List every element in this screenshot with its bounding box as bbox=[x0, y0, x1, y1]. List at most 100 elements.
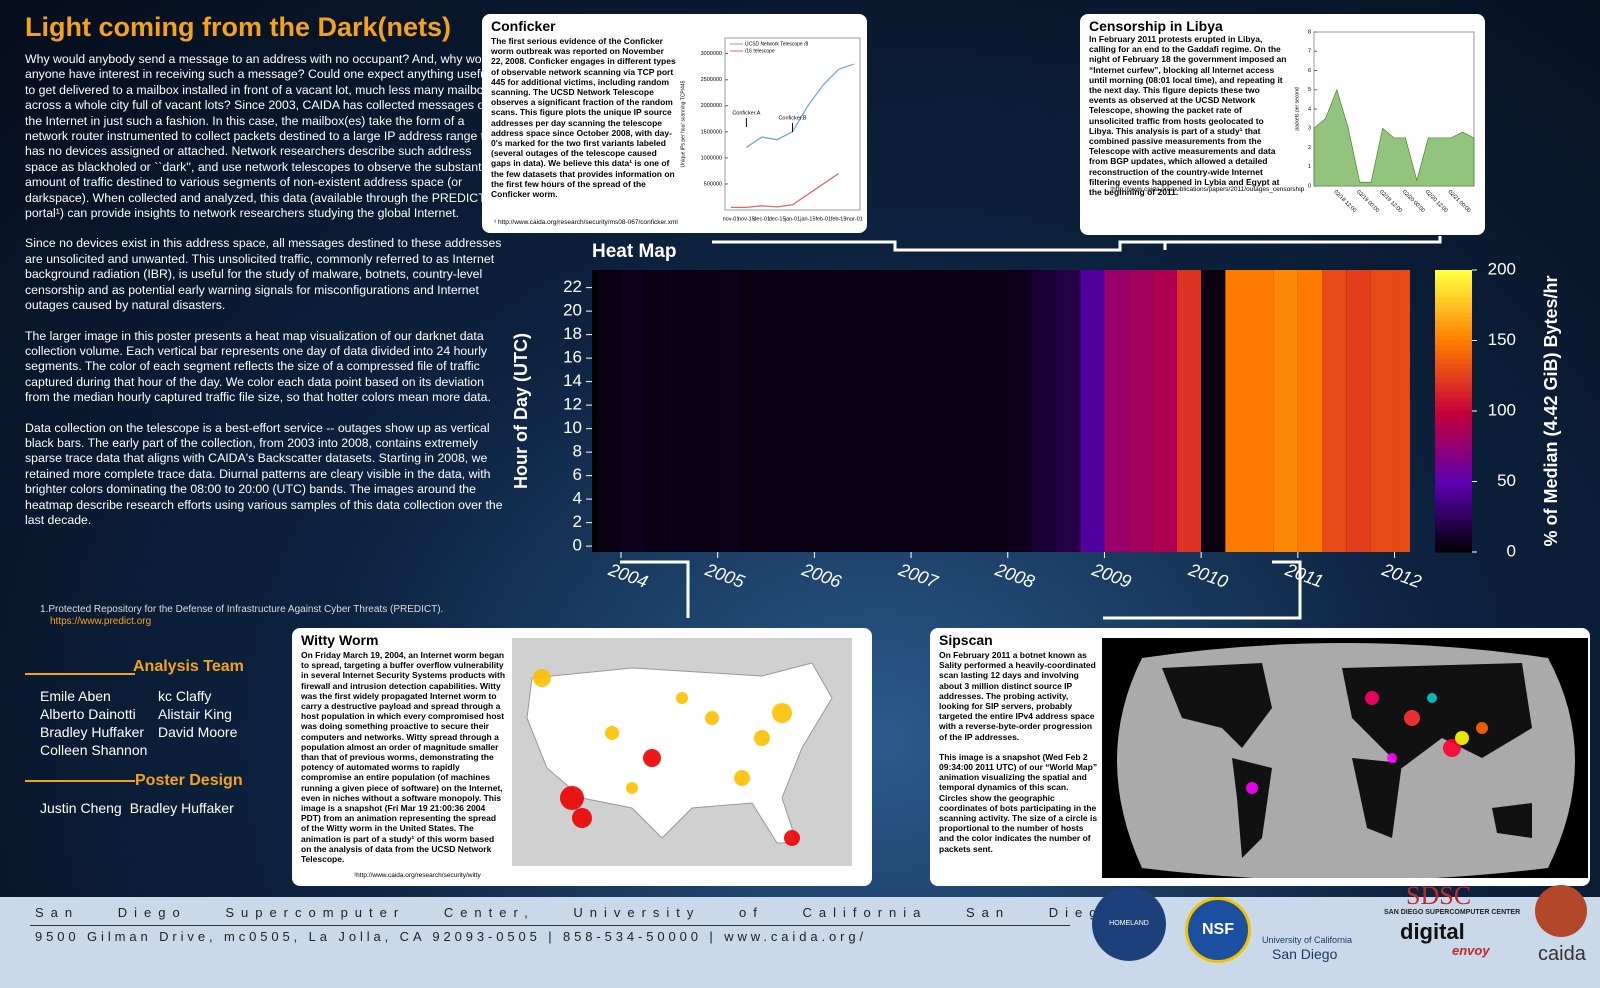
y-tick-label: 0 bbox=[1308, 183, 1311, 189]
x-tick-label: 02/19 12:00 bbox=[1378, 189, 1403, 214]
heat-column bbox=[669, 270, 694, 552]
intro-text: Why would anybody send a message to an a… bbox=[25, 52, 503, 543]
colorbar-swatch bbox=[1435, 547, 1472, 553]
panel-title: Witty Worm bbox=[301, 632, 379, 648]
conficker-chart: Unique IPs per hour scanning TCP/445 5000… bbox=[680, 37, 863, 222]
heat-column bbox=[1031, 270, 1057, 552]
y-tick-label: 2000000 bbox=[701, 103, 722, 109]
x-tick-label: feb-01 bbox=[815, 216, 831, 222]
panel-text: On February 2011 a botnet known as Salit… bbox=[939, 650, 1099, 864]
y-axis-label: Hour of Day (UTC) bbox=[511, 333, 531, 489]
y-tick-label: 2500000 bbox=[701, 77, 722, 83]
colorbar-swatch bbox=[1435, 533, 1472, 539]
x-tick-label: nov-01 bbox=[723, 216, 740, 222]
colorbar-swatch bbox=[1435, 462, 1472, 468]
paragraph: This image is a snapshot (Wed Feb 2 09:3… bbox=[939, 751, 1098, 854]
x-tick-label: 2012 bbox=[1379, 559, 1424, 592]
x-tick-label: 02/18 12:00 bbox=[1332, 189, 1357, 214]
colorbar-swatch bbox=[1435, 274, 1472, 280]
y-tick-label: 8 bbox=[573, 442, 582, 461]
world-map bbox=[1102, 638, 1588, 878]
colorbar-swatch bbox=[1435, 411, 1472, 417]
paragraph: Since no devices exist in this address s… bbox=[25, 236, 502, 313]
colorbar-swatch bbox=[1435, 458, 1472, 464]
footer-line: San Diego Supercomputer Center, Universi… bbox=[35, 905, 1118, 920]
colorbar-swatch bbox=[1435, 354, 1472, 360]
connectors bbox=[620, 236, 1442, 620]
legend-label: /16 telescope bbox=[745, 48, 775, 54]
x-tick-label: 2011 bbox=[1282, 559, 1326, 591]
footer: San Diego Supercomputer Center, Universi… bbox=[0, 881, 1600, 988]
member: Emile Aben bbox=[40, 688, 111, 704]
colorbar-tick-label: 100 bbox=[1488, 400, 1516, 419]
colorbar-swatch bbox=[1435, 542, 1472, 548]
colorbar-swatch bbox=[1435, 406, 1472, 412]
y-tick-label: 6 bbox=[1308, 68, 1311, 74]
heat-column bbox=[1297, 270, 1323, 552]
colorbar-swatch bbox=[1435, 302, 1472, 309]
colorbar-swatch bbox=[1435, 528, 1472, 534]
heat-column bbox=[1056, 270, 1081, 552]
x-tick-label: 2008 bbox=[992, 559, 1037, 592]
heat-column bbox=[717, 270, 742, 552]
y-tick-label: 5 bbox=[1308, 87, 1311, 93]
x-tick-label: nov-15 bbox=[738, 216, 755, 222]
heat-column bbox=[766, 270, 791, 552]
heat-column bbox=[862, 270, 887, 552]
heat-column bbox=[693, 270, 718, 552]
legend-label: UCSD Network Telescope /8 bbox=[745, 41, 808, 47]
colorbar-swatch bbox=[1435, 425, 1472, 431]
colorbar-swatch bbox=[1435, 340, 1472, 346]
heat-column bbox=[886, 270, 912, 552]
plot-frame bbox=[724, 37, 861, 211]
dhs-logo: HOMELAND SECURITY bbox=[1092, 887, 1166, 961]
colorbar-swatch bbox=[1435, 298, 1472, 304]
colorbar-tick-label: 200 bbox=[1488, 259, 1516, 278]
panel-title: Censorship in Libya bbox=[1089, 18, 1223, 34]
colorbar-swatch bbox=[1435, 364, 1472, 370]
panel-text: In February 2011 protests erupted in Lib… bbox=[1089, 34, 1287, 198]
colorbar-swatch bbox=[1435, 514, 1472, 520]
colorbar-swatch bbox=[1435, 500, 1472, 506]
x-tick-label: dec-15 bbox=[769, 216, 786, 222]
colorbar-swatch bbox=[1435, 373, 1472, 379]
heat-column bbox=[1249, 270, 1274, 552]
panel-text: The first serious evidence of the Confic… bbox=[491, 36, 676, 200]
y-tick-label: 4 bbox=[573, 489, 582, 508]
connector bbox=[1163, 236, 1442, 250]
panel-title: Sipscan bbox=[939, 632, 993, 648]
colorbar-swatch bbox=[1435, 509, 1472, 515]
colorbar-swatch bbox=[1435, 439, 1472, 445]
colorbar-swatch bbox=[1435, 382, 1472, 388]
y-tick-label: 500000 bbox=[704, 181, 722, 187]
x-tick-label: jan-01 bbox=[784, 216, 800, 222]
colorbar-swatch bbox=[1435, 307, 1472, 313]
series-line bbox=[746, 63, 855, 148]
ucsd-logo: San Diego bbox=[1272, 946, 1338, 962]
heat-map-title: Heat Map bbox=[592, 241, 676, 262]
colorbar-swatch bbox=[1435, 317, 1472, 323]
colorbar-swatch bbox=[1435, 326, 1472, 332]
team-heading: Analysis Team bbox=[133, 658, 244, 675]
y-tick-label: 16 bbox=[563, 348, 582, 367]
heat-column bbox=[935, 270, 960, 552]
y-tick-label: 2 bbox=[1308, 145, 1311, 151]
colorbar-swatch bbox=[1435, 443, 1472, 450]
y-tick-label: 7 bbox=[1308, 49, 1311, 55]
libya-panel: Censorship in Libya In February 2011 pro… bbox=[1080, 14, 1485, 235]
member: kc Claffy bbox=[158, 688, 212, 704]
heat-column bbox=[959, 270, 984, 552]
colorbar-swatch bbox=[1435, 335, 1472, 341]
y-tick-label: 18 bbox=[563, 324, 582, 343]
panel-title: Conficker bbox=[491, 18, 556, 34]
x-tick-label: 2007 bbox=[895, 559, 941, 592]
y-tick-label: 10 bbox=[563, 418, 582, 437]
connector bbox=[712, 240, 1275, 252]
digital-envoy-logo: envoy bbox=[1452, 943, 1490, 958]
member: David Moore bbox=[158, 724, 238, 740]
colorbar-swatch bbox=[1435, 537, 1472, 544]
colorbar-swatch bbox=[1435, 387, 1472, 393]
